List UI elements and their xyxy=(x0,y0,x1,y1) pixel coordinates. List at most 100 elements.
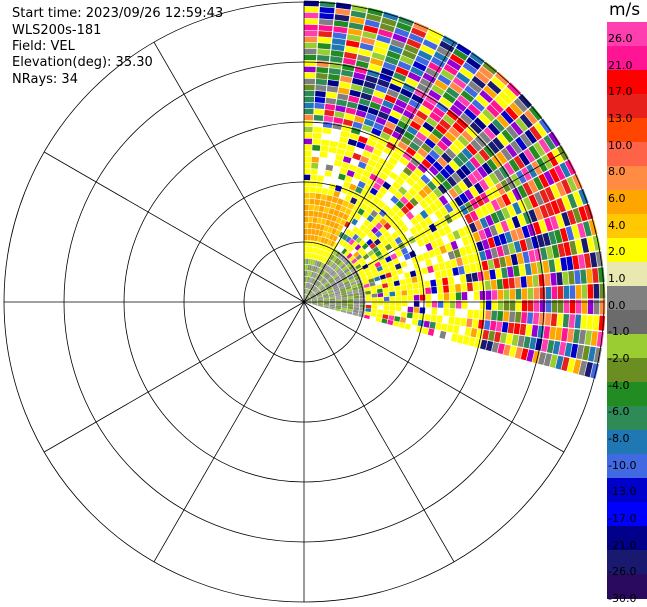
range-gate-cell xyxy=(378,28,393,39)
range-gate-cell xyxy=(490,99,504,114)
range-gate-cell xyxy=(554,229,563,244)
range-gate-cell xyxy=(386,88,399,99)
range-gate-cell xyxy=(371,127,382,137)
range-gate-cell xyxy=(562,314,570,328)
range-gate-cell xyxy=(348,22,364,31)
range-gate-cell xyxy=(503,300,510,311)
range-gate-cell xyxy=(457,227,467,238)
range-gate-cell xyxy=(311,299,318,301)
range-gate-cell xyxy=(532,312,540,325)
range-gate-cell xyxy=(374,230,383,238)
range-gate-cell xyxy=(345,236,352,243)
range-gate-cell xyxy=(336,148,346,156)
range-gate-cell xyxy=(324,170,332,177)
range-gate-cell xyxy=(400,224,409,233)
range-gate-cell xyxy=(304,264,306,271)
range-gate-cell xyxy=(304,24,318,31)
range-gate-cell xyxy=(455,43,472,56)
instrument-label: WLS200s-181 xyxy=(12,23,102,38)
range-gate-cell xyxy=(507,322,515,334)
range-gate-cell xyxy=(422,121,435,133)
range-gate-cell xyxy=(375,177,385,186)
range-gate-cell xyxy=(376,242,385,250)
range-gate-cell xyxy=(412,60,427,72)
range-gate-cell xyxy=(324,109,335,117)
range-gate-cell xyxy=(439,330,447,340)
range-gate-cell xyxy=(377,78,390,88)
range-gate-cell xyxy=(323,238,329,245)
range-gate-cell xyxy=(397,120,409,130)
range-gate-cell xyxy=(333,20,349,28)
colorbar-tick-label: -4.0 xyxy=(608,378,630,392)
range-gate-cell xyxy=(379,105,392,115)
range-gate-cell xyxy=(523,336,531,349)
range-gate-cell xyxy=(325,274,331,280)
range-gate-cell xyxy=(317,42,331,50)
range-gate-cell xyxy=(482,61,498,75)
range-gate-cell xyxy=(333,117,344,125)
colorbar-segment xyxy=(607,94,647,119)
range-gate-cell xyxy=(333,190,341,198)
colorbar-segment xyxy=(607,190,647,215)
range-gate-cell xyxy=(342,213,350,221)
range-gate-cell xyxy=(368,201,377,210)
range-gate-cell xyxy=(352,289,359,294)
range-gate-cell xyxy=(344,208,352,216)
range-gate-cell xyxy=(388,171,399,181)
range-gate-cell xyxy=(442,91,456,104)
range-gate-cell xyxy=(359,298,366,302)
range-gate-cell xyxy=(319,1,336,8)
range-gate-cell xyxy=(305,300,312,302)
range-gate-cell xyxy=(566,176,578,192)
range-gate-cell xyxy=(332,242,339,249)
range-gate-cell xyxy=(322,292,328,296)
colorbar-tick-label: 17.0 xyxy=(608,85,633,99)
range-gate-cell xyxy=(310,271,314,278)
range-gate-cell xyxy=(551,300,558,313)
range-gate-cell xyxy=(574,270,581,285)
range-gate-cell xyxy=(483,320,491,330)
range-gate-cell xyxy=(307,240,311,247)
range-gate-cell xyxy=(413,288,420,295)
range-gate-cell xyxy=(556,197,566,213)
range-gate-cell xyxy=(407,289,414,296)
range-gate-cell xyxy=(388,185,398,195)
range-gate-cell xyxy=(328,67,341,75)
colorbar-segment xyxy=(607,550,647,575)
range-gate-cell xyxy=(327,79,340,87)
range-gate-cell xyxy=(317,236,322,243)
range-gate-cell xyxy=(453,184,464,196)
range-gate-cell xyxy=(459,192,469,204)
range-gate-cell xyxy=(440,135,453,147)
range-gate-cell xyxy=(374,213,383,222)
range-gate-cell xyxy=(563,299,570,314)
range-gate-cell xyxy=(304,126,313,133)
range-gate-cell xyxy=(417,147,429,158)
range-gate-cell xyxy=(418,189,428,199)
range-gate-cell xyxy=(424,206,434,216)
range-gate-cell xyxy=(334,257,340,264)
range-gate-cell xyxy=(330,280,336,286)
range-gate-cell xyxy=(311,295,317,299)
range-gate-cell xyxy=(436,45,452,58)
range-gate-cell xyxy=(444,202,454,213)
range-gate-cell xyxy=(541,154,554,170)
range-gate-cell xyxy=(331,256,338,262)
range-gate-cell xyxy=(305,300,312,302)
range-gate-cell xyxy=(493,235,502,247)
colorbar-tick-label: -10.0 xyxy=(608,458,637,472)
range-gate-cell xyxy=(394,263,402,270)
range-gate-cell xyxy=(392,320,400,327)
range-gate-cell xyxy=(355,229,363,237)
range-gate-cell xyxy=(395,250,403,258)
range-gate-cell xyxy=(331,38,346,46)
range-gate-cell xyxy=(313,211,319,218)
range-gate-cell xyxy=(310,240,314,247)
range-gate-cell xyxy=(323,295,329,298)
range-gate-cell xyxy=(494,222,504,235)
range-gate-cell xyxy=(497,343,505,355)
range-gate-cell xyxy=(325,219,331,227)
range-gate-cell xyxy=(397,141,409,151)
range-gate-cell xyxy=(304,102,314,109)
range-gate-cell xyxy=(465,126,478,139)
